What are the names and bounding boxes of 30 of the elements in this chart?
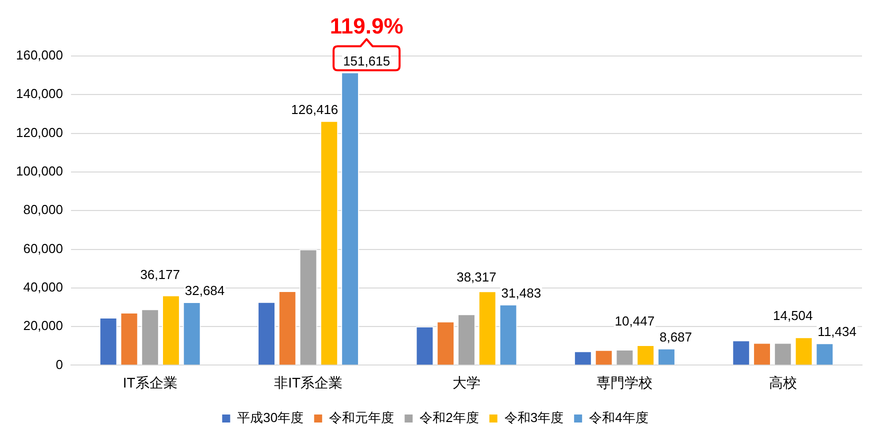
data-label: 32,684 — [184, 283, 225, 298]
y-tick-label: 0 — [56, 356, 63, 372]
y-tick-label: 120,000 — [16, 124, 63, 140]
y-tick-label: 100,000 — [16, 164, 63, 179]
legend-label: 平成30年度 — [237, 410, 304, 426]
x-tick-label: IT系企業 — [122, 374, 178, 390]
text: 119.9% — [330, 13, 404, 38]
legend-label: 令和3年度 — [504, 410, 564, 426]
data-label: 10,447 — [614, 313, 655, 328]
data-label: 11,434 — [818, 324, 856, 340]
x-tick-label: 高校 — [768, 374, 797, 390]
y-tick-label: 140,000 — [16, 86, 63, 102]
y-tick-label: 160,000 — [16, 48, 63, 63]
data-label: 14,504 — [772, 308, 813, 324]
data-label: 31,483 — [501, 285, 542, 300]
legend-label: 令和元年度 — [329, 410, 394, 426]
data-label: 36,177 — [140, 267, 180, 282]
x-tick-label: 非IT系企業 — [274, 374, 343, 390]
y-tick-label: 20,000 — [23, 318, 63, 334]
data-label: 151,615 — [343, 53, 390, 68]
x-tick-label: 大学 — [452, 374, 480, 390]
y-tick-label: 40,000 — [23, 279, 63, 294]
data-label: 126,416 — [291, 102, 338, 117]
legend-label: 令和2年度 — [420, 410, 479, 426]
legend-label: 令和4年度 — [589, 410, 648, 426]
y-tick-label: 80,000 — [23, 202, 63, 218]
data-label: 8,687 — [659, 329, 692, 344]
y-tick-label: 60,000 — [23, 240, 63, 256]
x-tick-label: 専門学校 — [596, 374, 653, 390]
data-label: 38,317 — [456, 269, 496, 284]
